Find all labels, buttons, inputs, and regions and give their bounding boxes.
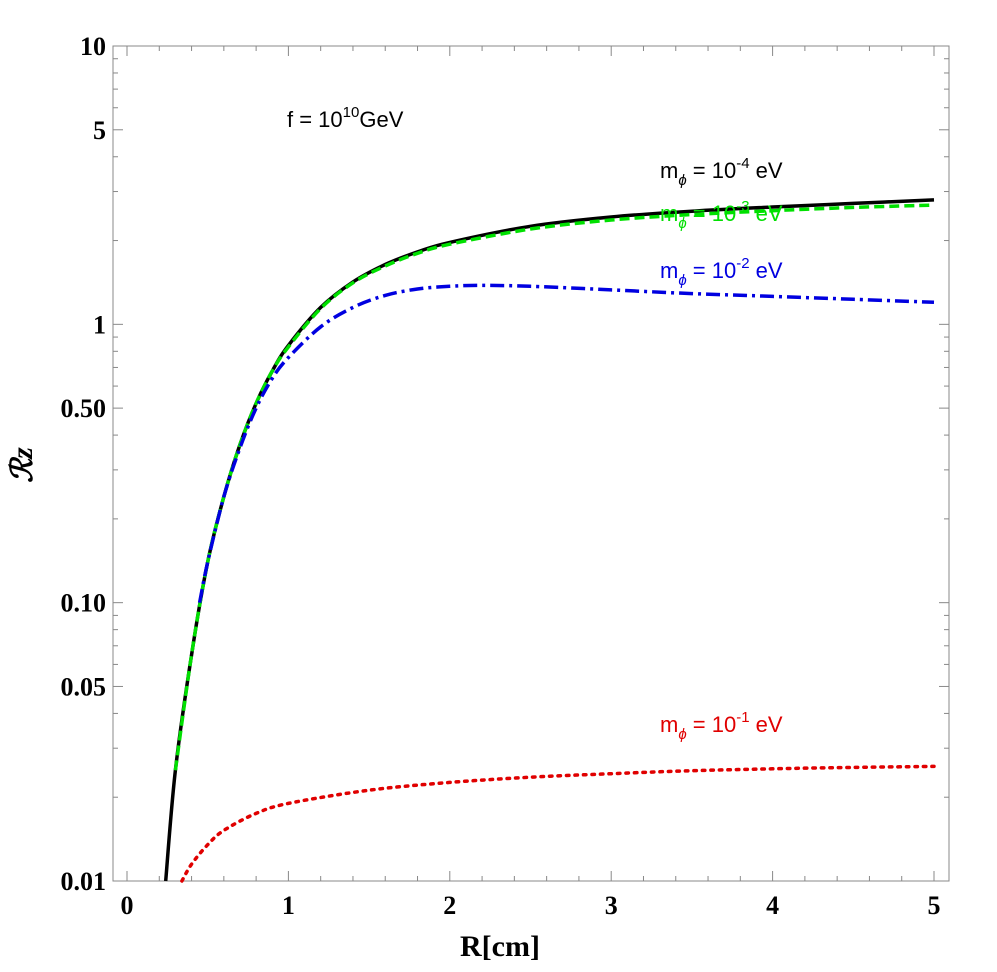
y-tick-label: 0.10 [61, 589, 107, 618]
series-label-part: = 10 [687, 201, 737, 226]
series-label-part: m [660, 201, 678, 226]
series-line-3 [197, 283, 935, 604]
y-tick-label: 5 [93, 116, 106, 145]
series-label-2: mϕ = 10-3 eV [660, 198, 783, 232]
series-label-part: ϕ [678, 726, 686, 743]
series-line-2 [173, 203, 935, 771]
y-tick-label: 0.05 [61, 672, 107, 701]
annotation-f-suffix: GeV [359, 107, 403, 132]
series-label-part: m [660, 712, 678, 737]
annotation-f-text: f = 10 [287, 107, 343, 132]
x-tick-label: 5 [928, 891, 941, 920]
x-axis-title: R[cm] [460, 930, 540, 963]
series-line-1 [163, 198, 935, 882]
series-label-part: = 10 [687, 712, 737, 737]
x-tick-label: 4 [766, 891, 779, 920]
y-axis-title: ℛz [6, 447, 39, 483]
axis-ticks [113, 46, 949, 882]
series-label-part: eV [750, 201, 783, 226]
series-label-part: m [660, 158, 678, 183]
x-tick-label: 2 [443, 891, 456, 920]
y-tick-label: 1 [93, 310, 106, 339]
series-label-part: -3 [736, 198, 749, 215]
x-tick-label: 3 [605, 891, 618, 920]
series-label-part: -1 [736, 709, 749, 726]
annotation-f-sup: 10 [343, 104, 360, 121]
series-label-4: mϕ = 10-1 eV [660, 709, 783, 743]
series-label-part: = 10 [687, 258, 737, 283]
series-label-part: -2 [736, 255, 749, 272]
series-label-part: ϕ [678, 215, 686, 232]
series-label-1: mϕ = 10-4 eV [660, 155, 783, 189]
series-label-part: -4 [736, 155, 749, 172]
series-label-part: eV [750, 158, 783, 183]
y-tick-label: 10 [80, 32, 106, 61]
annotation-f: f = 1010GeV [287, 104, 404, 132]
y-tick-label: 0.50 [61, 394, 107, 423]
series-label-part: ϕ [678, 272, 686, 289]
series-label-part: eV [750, 258, 783, 283]
y-tick-label: 0.01 [61, 867, 107, 896]
x-tick-label: 0 [121, 891, 134, 920]
series-layer [163, 198, 936, 883]
series-label-part: = 10 [687, 158, 737, 183]
series-label-3: mϕ = 10-2 eV [660, 255, 783, 289]
series-label-part: eV [750, 712, 783, 737]
series-label-part: m [660, 258, 678, 283]
axis-tick-labels: 0 1 2 3 4 5 0.01 0.05 0.10 0.50 1 5 10 [61, 32, 941, 920]
series-label-part: ϕ [678, 172, 686, 189]
series-line-4 [180, 764, 936, 883]
x-tick-label: 1 [282, 891, 295, 920]
plot-frame [112, 45, 950, 882]
